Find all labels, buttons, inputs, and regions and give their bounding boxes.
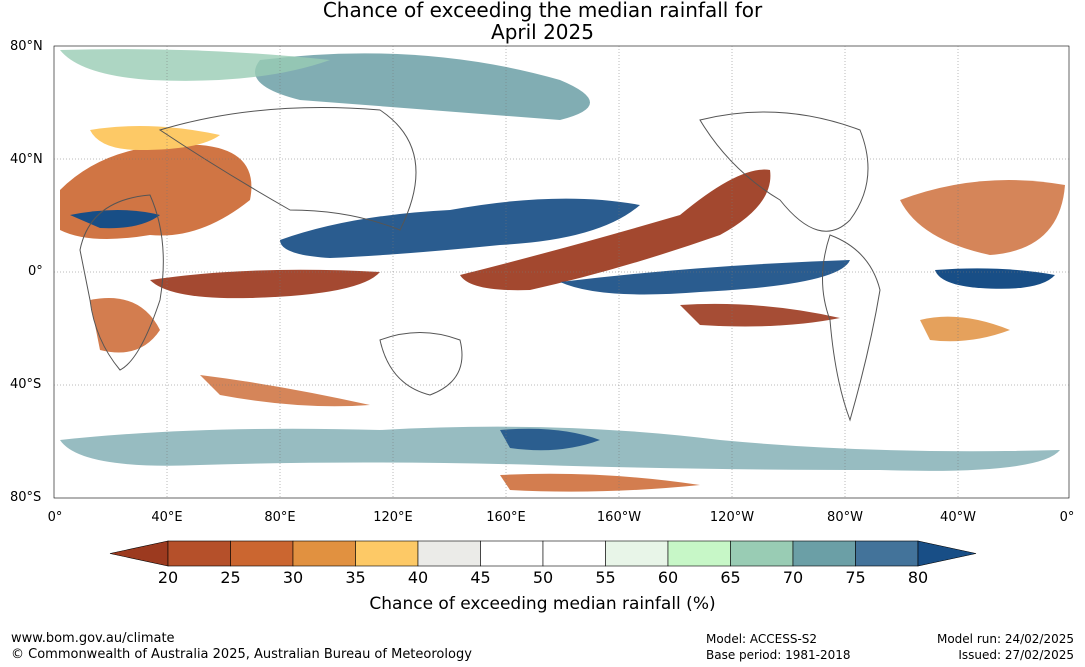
dry-band-south-pacific xyxy=(680,303,840,327)
lon-label-160w: 160°W xyxy=(596,510,642,525)
lon-label-0-right: 0° xyxy=(1059,510,1075,525)
lat-label-40n: 40°N xyxy=(10,152,43,167)
colorbar-swatch xyxy=(730,540,794,567)
lon-label-160e: 160°E xyxy=(486,510,526,525)
rainfall-map xyxy=(53,45,1070,499)
colorbar-swatch xyxy=(480,540,544,567)
colorbar-tick-label: 65 xyxy=(720,568,741,587)
colorbar-swatch xyxy=(292,540,356,567)
wet-band-eastern-pacific xyxy=(560,260,850,295)
colorbar-tick-label: 20 xyxy=(157,568,179,587)
footer-model: Model: ACCESS-S2 xyxy=(706,632,818,646)
dry-region-north-atlantic xyxy=(900,180,1065,255)
colorbar-tick-label: 35 xyxy=(345,568,366,587)
dry-region-asia-light xyxy=(90,126,220,150)
colorbar-tick-label: 60 xyxy=(657,568,679,587)
wet-band-arabia xyxy=(70,210,160,229)
colorbar-tick-label: 45 xyxy=(470,568,491,587)
colorbar-swatch xyxy=(542,540,606,567)
colorbar-swatches xyxy=(109,540,977,567)
colorbar-swatch xyxy=(667,540,731,567)
lat-label-80s: 80°S xyxy=(10,490,42,505)
footer-url[interactable]: www.bom.gov.au/climate xyxy=(11,631,175,646)
colorbar-swatch xyxy=(230,540,294,567)
colorbar-tick-label: 40 xyxy=(407,568,429,587)
colorbar-arrow-wet xyxy=(917,540,977,567)
footer-issued: Issued: 27/02/2025 xyxy=(958,648,1074,662)
wet-band-atlantic xyxy=(935,268,1055,289)
colorbar-tick-label: 75 xyxy=(845,568,866,587)
wet-band-western-pacific xyxy=(280,198,640,258)
lon-label-40w: 40°W xyxy=(940,510,976,525)
colorbar-swatch xyxy=(167,540,231,567)
lat-label-equator: 0° xyxy=(28,264,43,279)
dry-band-indian-ocean xyxy=(150,269,380,299)
rainfall-anomaly-layer xyxy=(54,46,1069,498)
dry-patch-south-america xyxy=(920,316,1010,342)
map-title-line1: Chance of exceeding the median rainfall … xyxy=(322,0,763,22)
lon-label-0-left: 0° xyxy=(47,510,63,525)
colorbar-tick-label: 25 xyxy=(220,568,241,587)
footer-copyright: © Commonwealth of Australia 2025, Austra… xyxy=(11,647,472,662)
lat-label-80n: 80°N xyxy=(10,39,43,54)
dry-band-antarctic-margin xyxy=(500,473,700,492)
lon-label-80w: 80°W xyxy=(827,510,863,525)
lat-label-40s: 40°S xyxy=(10,377,42,392)
colorbar-tick-label: 30 xyxy=(282,568,304,587)
coastlines xyxy=(79,107,881,422)
footer-base-period: Base period: 1981-2018 xyxy=(706,648,851,662)
lon-label-40e: 40°E xyxy=(151,510,183,525)
map-title-line2: April 2025 xyxy=(491,20,594,44)
colorbar-title: Chance of exceeding median rainfall (%) xyxy=(369,594,716,614)
colorbar-swatch xyxy=(605,540,669,567)
colorbar-tick-label: 80 xyxy=(907,568,929,587)
colorbar-tick-label: 55 xyxy=(595,568,616,587)
lon-label-120e: 120°E xyxy=(373,510,413,525)
lon-label-120w: 120°W xyxy=(709,510,755,525)
colorbar-swatch xyxy=(417,540,481,567)
dry-band-central-pacific xyxy=(460,169,771,291)
colorbar-swatch xyxy=(855,540,919,567)
colorbar-swatch xyxy=(355,540,419,567)
colorbar-swatch xyxy=(792,540,856,567)
dry-band-southern-indian xyxy=(200,375,370,407)
wet-patch-southern-ocean xyxy=(500,428,600,451)
wet-region-arctic xyxy=(60,49,330,81)
colorbar xyxy=(109,540,977,567)
colorbar-tick-label: 50 xyxy=(532,568,554,587)
colorbar-arrow-dry xyxy=(109,540,169,567)
colorbar-tick-label: 70 xyxy=(782,568,804,587)
lon-label-80e: 80°E xyxy=(264,510,296,525)
footer-model-run: Model run: 24/02/2025 xyxy=(936,632,1074,646)
graticule xyxy=(54,46,1069,498)
dry-region-southern-africa xyxy=(90,298,160,353)
